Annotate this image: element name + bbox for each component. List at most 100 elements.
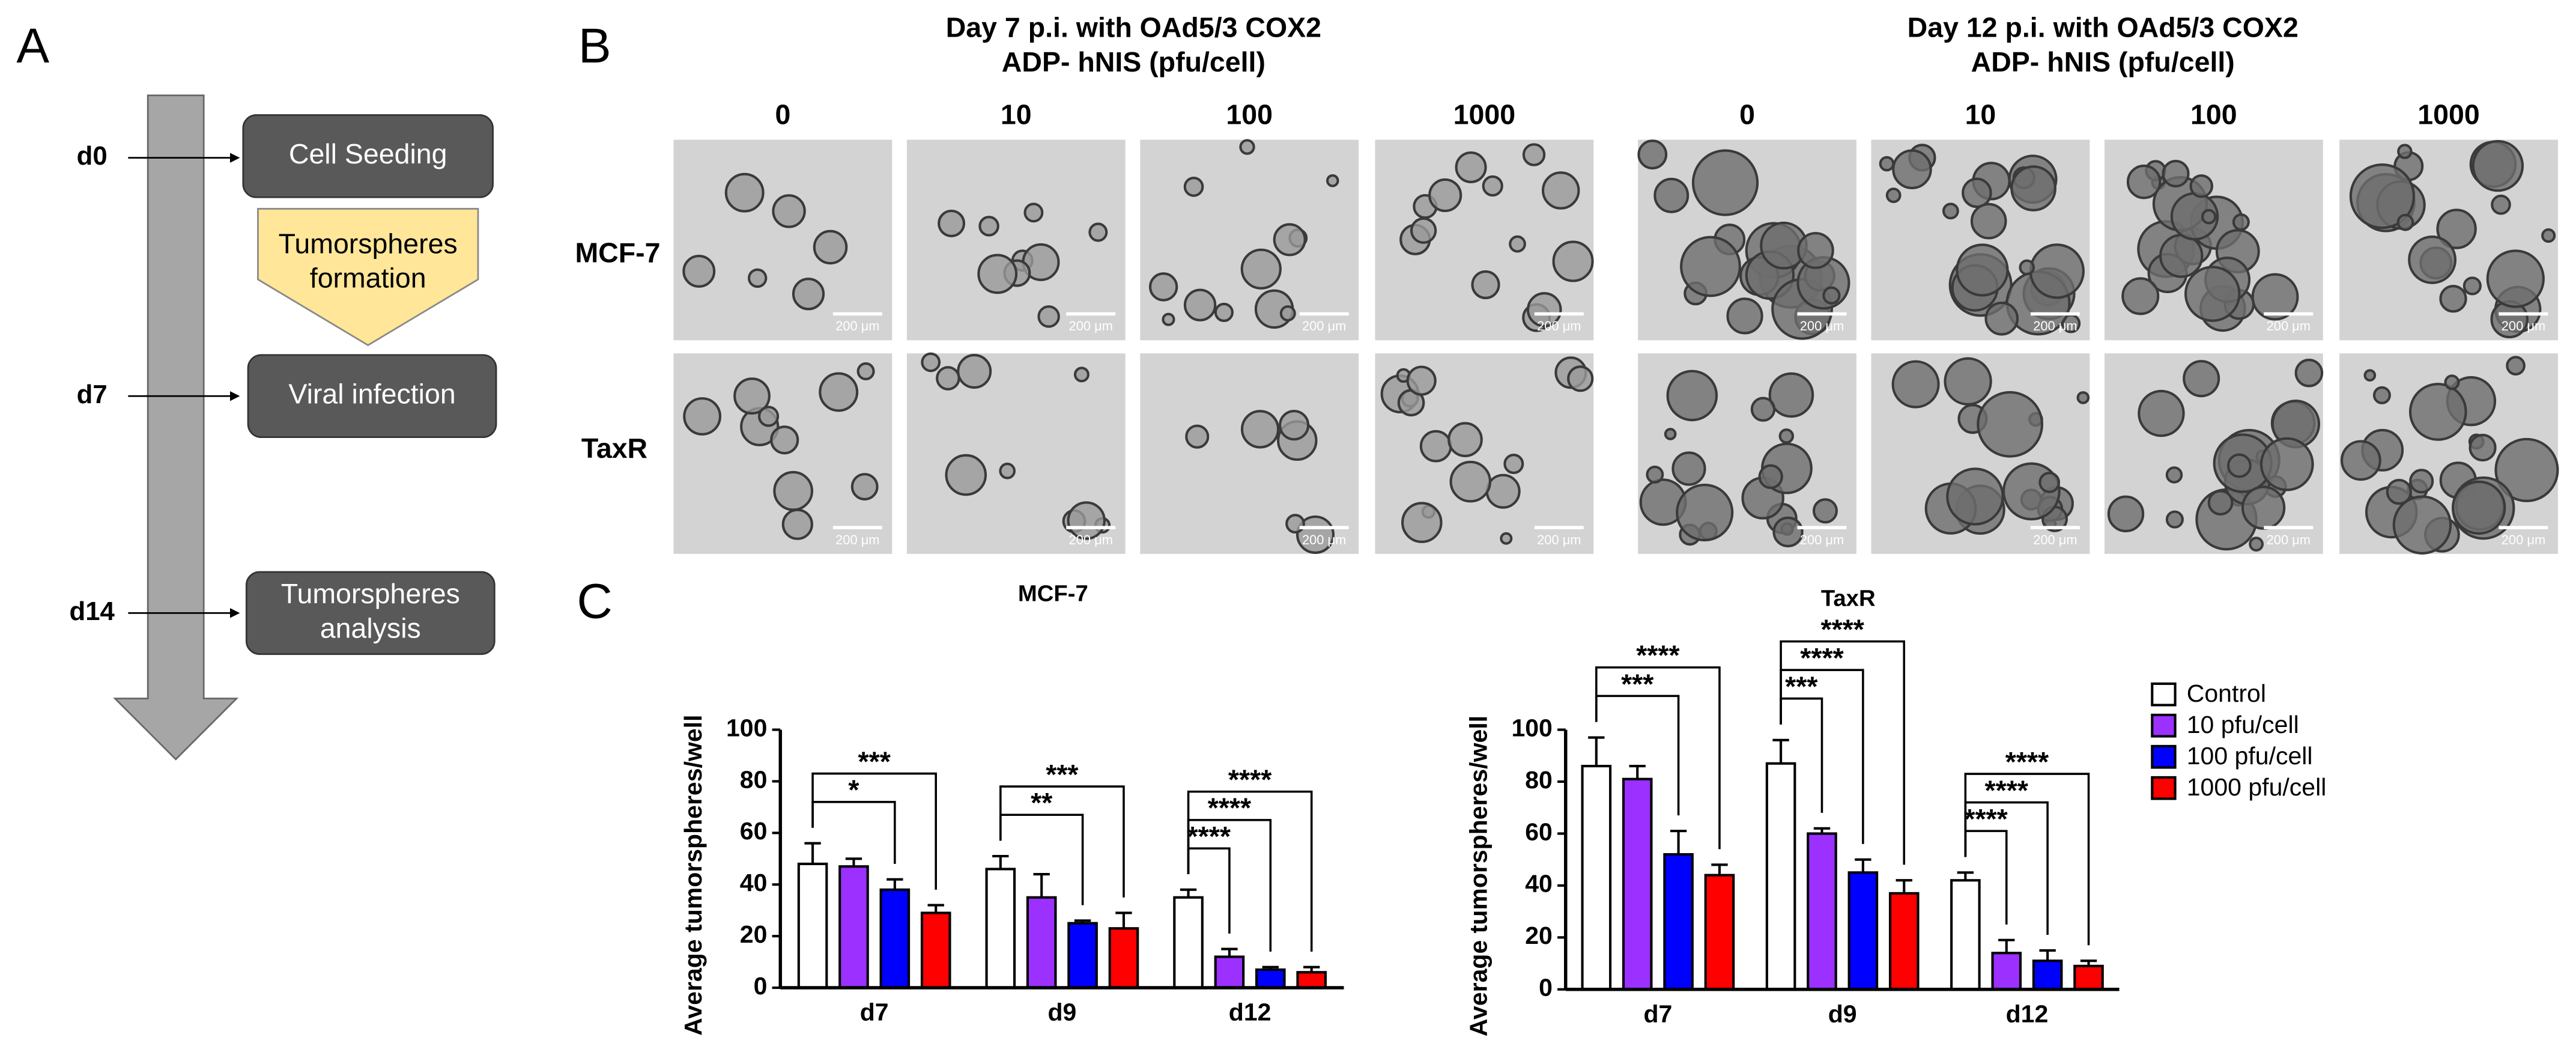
scale-bar-label: 200 μm: [2267, 532, 2311, 547]
tumorsphere: [2349, 163, 2416, 230]
significance-bracket: [1964, 773, 2090, 946]
tumorsphere: [819, 372, 859, 412]
step-box: [245, 571, 496, 655]
tumorsphere: [2372, 386, 2391, 404]
panel-label: C: [577, 574, 613, 628]
tumorsphere: [2491, 194, 2511, 215]
tumorsphere: [945, 454, 987, 496]
y-tick-label: 60: [740, 817, 768, 845]
significance-label: ****: [1985, 774, 2029, 806]
tumorsphere: [1984, 301, 2019, 336]
tumorsphere: [2038, 472, 2061, 493]
tumorsphere: [1279, 410, 1310, 441]
tumorsphere: [781, 508, 813, 540]
tumorsphere: [1891, 360, 1940, 409]
tumorsphere: [2386, 479, 2412, 505]
tumorsphere: [2184, 266, 2241, 322]
scale-bar-label: 200 μm: [1069, 532, 1113, 547]
day-label: d14: [69, 597, 115, 626]
tumorsphere: [1509, 235, 1526, 253]
tumorsphere: [2232, 213, 2250, 231]
bar: [1622, 777, 1653, 991]
bar: [1067, 922, 1098, 990]
tumorsphere: [1500, 532, 1513, 545]
dose-label: 1000: [2417, 99, 2479, 130]
tumorsphere: [2121, 277, 2160, 315]
tumorsphere: [1183, 177, 1204, 197]
tumorsphere: [2019, 259, 2035, 276]
legend-swatch: [2151, 776, 2177, 800]
tumorsphere: [1956, 243, 2009, 297]
tumorsphere: [1726, 297, 1763, 335]
y-axis-label: Average tumorspheres/well: [1464, 716, 1492, 1036]
y-tick-label: 80: [740, 765, 768, 793]
bar: [2032, 959, 2063, 991]
scale-bar-label: 200 μm: [1069, 318, 1113, 333]
tumorsphere: [1419, 430, 1452, 463]
scale-bar-label: 200 μm: [1537, 318, 1581, 333]
dose-label: 100: [1226, 99, 1273, 130]
tumorsphere: [1406, 365, 1437, 396]
bar: [1807, 832, 1837, 991]
row-label: TaxR: [581, 433, 647, 464]
tumorsphere: [2444, 374, 2460, 391]
x-tick-label: d12: [1229, 999, 1271, 1026]
dose-label: 1000: [1453, 99, 1515, 130]
significance-label: ****: [1187, 821, 1231, 852]
tumorsphere: [1449, 460, 1491, 503]
micrograph: [1140, 139, 1359, 341]
tumorsphere: [1879, 156, 1895, 172]
legend-label: Control: [2187, 680, 2266, 707]
significance-label: ***: [1621, 668, 1654, 699]
tumorsphere: [2506, 356, 2526, 376]
tumorsphere: [1471, 270, 1500, 300]
tumorsphere: [2486, 249, 2545, 308]
tumorsphere: [2183, 360, 2220, 398]
x-tick-label: d9: [1828, 1000, 1857, 1027]
tumorsphere: [1680, 236, 1741, 297]
tumorsphere: [1942, 202, 1959, 220]
y-tick-label: 60: [1525, 818, 1553, 845]
tumorsphere: [1401, 502, 1443, 543]
tumorsphere: [2159, 234, 2204, 278]
bar: [1296, 971, 1327, 990]
step-label: Viral infection: [288, 379, 455, 410]
step-label: Tumorspheres: [281, 578, 460, 609]
bar: [1765, 762, 1796, 991]
tumorsphere: [2408, 383, 2467, 441]
tumorsphere: [1455, 151, 1487, 183]
scale-bar-label: 200 μm: [2502, 318, 2545, 333]
dose-label: 100: [2190, 99, 2237, 130]
significance-bracket: [999, 785, 1125, 898]
bar: [1581, 765, 1612, 991]
tumorsphere: [1088, 222, 1108, 242]
panel-label: B: [578, 19, 611, 73]
tumorsphere: [1666, 369, 1718, 422]
tumorsphere: [682, 255, 716, 288]
group-title: Day 7 p.i. with OAd5/3 COX2: [946, 12, 1321, 43]
tumorsphere: [856, 362, 875, 381]
tumorsphere: [1183, 288, 1217, 321]
group-title: ADP- hNIS (pfu/cell): [1002, 46, 1265, 78]
tumorsphere: [1214, 302, 1234, 323]
tumorsphere: [1772, 516, 1804, 548]
micrograph: [673, 139, 893, 341]
bar: [1214, 955, 1245, 990]
bar: [797, 862, 828, 990]
scale-bar-label: 200 μm: [2033, 318, 2077, 333]
row-label: MCF-7: [575, 237, 660, 268]
bar: [920, 911, 951, 990]
chart-title: TaxR: [1821, 586, 1876, 612]
bar: [1991, 952, 2022, 991]
tumorsphere: [2165, 466, 2183, 484]
tumorsphere: [1522, 143, 1546, 166]
tumorsphere: [758, 406, 780, 427]
day-label: d0: [77, 141, 108, 171]
tumorsphere: [957, 354, 992, 389]
tumorsphere: [772, 194, 806, 228]
tumorsphere: [2439, 285, 2467, 313]
legend-label: 10 pfu/cell: [2187, 711, 2299, 738]
bar: [1108, 927, 1139, 990]
y-tick-label: 0: [1539, 974, 1553, 1002]
